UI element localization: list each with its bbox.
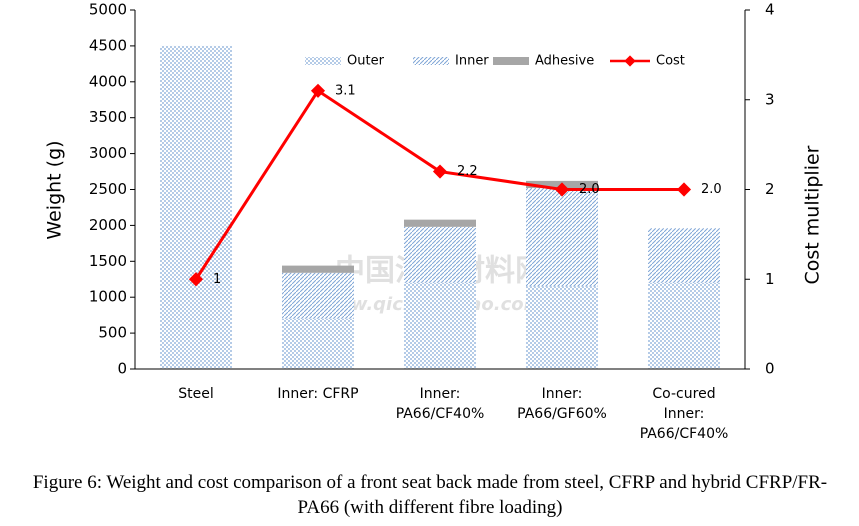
chart: Weight (g) Cost multiplier 中国汽车材料网www.qi… (44, 1, 824, 378)
y2-tick-label: 2 (765, 180, 775, 198)
legend-swatch (493, 57, 529, 65)
legend-label: Cost (656, 54, 685, 69)
y2-axis-label: Cost multiplier (802, 145, 824, 284)
bar-segment (526, 286, 598, 369)
y-axis-label: Weight (g) (44, 140, 66, 239)
legend-label: Adhesive (535, 54, 594, 69)
y2-tick-label: 3 (765, 90, 775, 108)
y-tick-label: 1000 (89, 288, 127, 306)
legend-swatch (413, 57, 449, 65)
bar-segment (648, 228, 720, 283)
x-tick-label: Steel (178, 386, 214, 402)
data-label: 2.0 (701, 182, 722, 197)
y-tick-label: 1500 (89, 252, 127, 270)
x-tick-label: Co-cured Inner: PA66/CF40% (639, 386, 729, 442)
legend-label: Inner (455, 54, 489, 69)
y-tick-label: 2000 (89, 216, 127, 234)
bar-segment (282, 272, 354, 319)
bar-segment (404, 226, 476, 283)
legend-swatch (624, 55, 636, 67)
bar-segment (160, 45, 232, 370)
bar-segment (648, 282, 720, 369)
cost-marker (188, 272, 204, 287)
y-tick-label: 0 (117, 360, 127, 378)
x-tick-label: Inner: PA66/GF60% (517, 386, 607, 422)
cost-marker (432, 164, 448, 179)
bar-segment (404, 282, 476, 369)
cost-marker (554, 182, 570, 197)
y-tick-label: 2500 (89, 180, 127, 198)
y-tick-label: 3000 (89, 144, 127, 162)
x-tick-label: Inner: CFRP (277, 386, 359, 402)
y2-tick-label: 0 (765, 360, 775, 378)
bar-segment (282, 265, 354, 273)
cost-marker (310, 83, 326, 98)
x-tick-label: Inner: PA66/CF40% (395, 386, 485, 422)
y2-tick-label: 4 (765, 1, 775, 19)
bar-segment (526, 188, 598, 287)
data-label: 3.1 (335, 83, 356, 98)
data-label: 2.0 (579, 182, 600, 197)
y-tick-label: 500 (98, 324, 127, 342)
legend-label: Outer (347, 54, 385, 69)
legend-swatch (305, 57, 341, 65)
y-tick-label: 3500 (89, 108, 127, 126)
y2-tick-label: 1 (765, 270, 775, 288)
bar-segment (282, 318, 354, 369)
y-tick-label: 4000 (89, 72, 127, 90)
y-tick-label: 4500 (89, 36, 127, 54)
y-tick-label: 5000 (89, 1, 127, 19)
data-label: 2.2 (457, 164, 478, 179)
data-label: 1 (213, 272, 221, 287)
cost-marker (676, 182, 692, 197)
bar-segment (404, 219, 476, 227)
caption: Figure 6: Weight and cost comparison of … (32, 472, 828, 518)
